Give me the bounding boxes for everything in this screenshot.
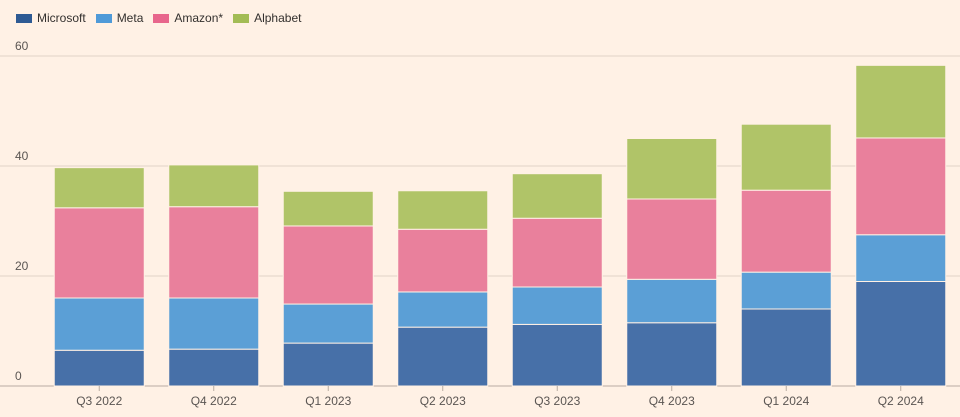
x-tick-label-q4-2022: Q4 2022 — [191, 394, 237, 408]
bar-segment-alphabet-q2-2024 — [855, 64, 947, 139]
legend-swatch-microsoft — [16, 13, 32, 23]
bar-segment-microsoft-q2-2023 — [397, 326, 489, 387]
bars — [53, 64, 947, 387]
bar-segment-amazon-q2-2024 — [855, 137, 947, 236]
y-tick-label-60: 60 — [15, 39, 29, 53]
bar-segment-alphabet-q2-2023 — [397, 190, 489, 230]
bar-segment-alphabet-q1-2023 — [282, 190, 374, 227]
bar-segment-meta-q4-2022 — [168, 297, 260, 350]
legend-label-microsoft: Microsoft — [37, 11, 86, 25]
legend-label-alphabet: Alphabet — [254, 11, 302, 25]
bar-segment-alphabet-q3-2023 — [511, 173, 603, 219]
y-tick-label-20: 20 — [15, 259, 29, 273]
bar-segment-amazon-q4-2023 — [626, 198, 718, 280]
bar-segment-meta-q2-2023 — [397, 291, 489, 328]
bar-segment-amazon-q2-2023 — [397, 228, 489, 293]
y-tick-label-0: 0 — [15, 369, 22, 383]
bar-segment-meta-q1-2023 — [282, 303, 374, 344]
bar-segment-microsoft-q2-2024 — [855, 281, 947, 387]
x-tick-label-q2-2023: Q2 2023 — [420, 394, 466, 408]
legend-swatch-alphabet — [233, 13, 250, 23]
legend-item-meta: Meta — [95, 11, 144, 25]
legend-item-alphabet: Alphabet — [233, 11, 301, 25]
legend-swatch-amazon — [153, 13, 170, 23]
bar-segment-alphabet-q4-2022 — [168, 164, 260, 208]
bar-segment-microsoft-q1-2023 — [282, 342, 374, 387]
bar-segment-meta-q3-2022 — [53, 297, 145, 351]
bar-segment-meta-q3-2023 — [511, 286, 603, 325]
bar-segment-microsoft-q3-2022 — [53, 349, 145, 387]
legend-label-meta: Meta — [116, 11, 144, 25]
bar-segment-microsoft-q4-2023 — [626, 322, 718, 387]
bar-segment-amazon-q3-2022 — [53, 207, 145, 299]
bar-segment-amazon-q1-2023 — [282, 225, 374, 305]
legend-item-microsoft: Microsoft — [16, 11, 86, 25]
bar-segment-amazon-q3-2023 — [511, 217, 603, 288]
bar-segment-microsoft-q1-2024 — [740, 308, 832, 387]
legend-label-amazon: Amazon* — [174, 11, 224, 25]
bar-segment-microsoft-q3-2023 — [511, 323, 603, 387]
bar-segment-microsoft-q4-2022 — [168, 348, 260, 387]
bar-segment-amazon-q4-2022 — [168, 206, 260, 299]
bar-segment-amazon-q1-2024 — [740, 189, 832, 273]
bar-segment-meta-q1-2024 — [740, 271, 832, 310]
x-tick-label-q2-2024: Q2 2024 — [878, 394, 924, 408]
axes: 0 20 40 60 Q3 2022 Q4 2022 Q1 2023 Q2 2023 Q3 20… — [15, 39, 924, 408]
legend-item-amazon: Amazon* — [153, 11, 223, 25]
x-tick-label-q1-2024: Q1 2024 — [763, 394, 809, 408]
legend-swatch-meta — [95, 13, 112, 23]
bar-segment-meta-q4-2023 — [626, 278, 718, 324]
x-tick-label-q1-2023: Q1 2023 — [305, 394, 351, 408]
bar-segment-alphabet-q1-2024 — [740, 123, 832, 191]
x-tick-label-q4-2023: Q4 2023 — [649, 394, 695, 408]
y-tick-label-40: 40 — [15, 149, 29, 163]
bar-segment-alphabet-q4-2023 — [626, 138, 718, 200]
bar-segment-alphabet-q3-2022 — [53, 167, 145, 209]
x-tick-label-q3-2022: Q3 2022 — [76, 394, 122, 408]
x-tick-label-q3-2023: Q3 2023 — [534, 394, 580, 408]
legend: Microsoft Meta Amazon* Alphabet — [16, 11, 301, 25]
bar-segment-meta-q2-2024 — [855, 234, 947, 282]
